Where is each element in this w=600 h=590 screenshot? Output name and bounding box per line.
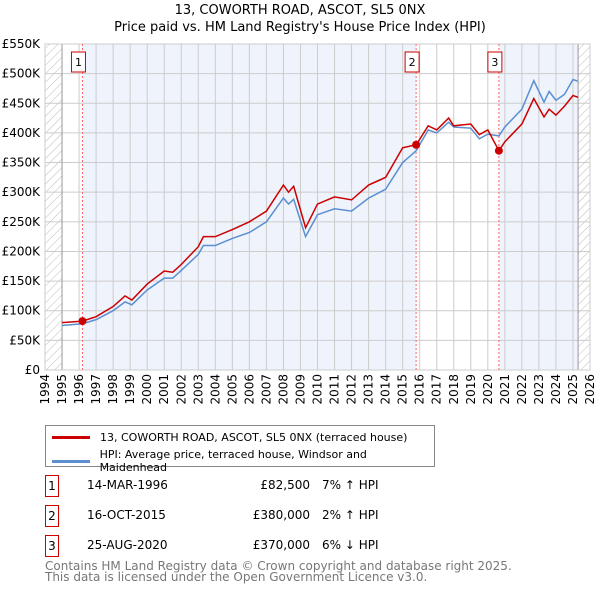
x-tick-label: 2007	[259, 374, 273, 405]
y-tick-label: £100K	[2, 304, 42, 318]
transaction-hpi-diff: 7% ↑ HPI	[322, 478, 379, 492]
transaction-date: 14-MAR-1996	[87, 478, 168, 492]
property-price-line	[61, 94, 579, 324]
x-tick-label: 1997	[89, 374, 103, 405]
transaction-number: 2	[45, 505, 59, 527]
y-tick-label: £250K	[2, 215, 42, 229]
x-tick-label: 2021	[498, 374, 512, 405]
x-tick-label: 2022	[515, 374, 529, 405]
footer-line: This data is licensed under the Open Gov…	[45, 570, 428, 584]
sale-label: 1	[75, 56, 82, 69]
hatched-region	[578, 44, 590, 370]
x-tick-label: 2017	[430, 374, 444, 405]
sale-label-box	[70, 51, 86, 73]
x-tick-label: 2000	[140, 374, 154, 405]
x-tick-label: 2020	[481, 374, 495, 405]
x-tick-label: 1999	[123, 374, 137, 405]
y-tick-label: £200K	[2, 244, 42, 258]
transaction-price: £370,000	[252, 538, 310, 552]
x-tick-label: 2015	[396, 374, 410, 405]
x-tick-label: 2018	[447, 374, 461, 405]
x-tick-label: 2016	[413, 374, 427, 405]
transaction-price: £82,500	[260, 478, 310, 492]
y-tick-label: £400K	[2, 126, 42, 140]
legend: 13, COWORTH ROAD, ASCOT, SL5 0NX (terrac…	[45, 425, 435, 474]
x-tick-label: 2002	[174, 374, 188, 405]
x-tick-label: 2004	[208, 374, 222, 405]
transaction-row: 3 25-AUG-2020 £370,000 6% ↓ HPI	[45, 535, 445, 557]
y-tick-label: £500K	[2, 67, 42, 81]
transaction-date: 25-AUG-2020	[87, 538, 168, 552]
x-tick-label: 1995	[55, 374, 69, 405]
legend-item-property: 13, COWORTH ROAD, ASCOT, SL5 0NX (terrac…	[52, 431, 407, 444]
transaction-date: 16-OCT-2015	[87, 508, 166, 522]
hpi-line	[61, 78, 579, 327]
x-tick-label: 2025	[566, 374, 580, 405]
footer: Contains HM Land Registry data © Crown c…	[45, 559, 512, 584]
transaction-hpi-diff: 2% ↑ HPI	[322, 508, 379, 522]
x-tick-label: 2024	[549, 374, 563, 405]
transaction-row: 2 16-OCT-2015 £380,000 2% ↑ HPI	[45, 505, 445, 527]
legend-label: HPI: Average price, terraced house, Wind…	[99, 448, 367, 474]
sale-label-box	[404, 51, 420, 73]
transaction-number: 3	[45, 535, 59, 557]
transaction-number: 1	[45, 475, 59, 497]
x-tick-label: 1994	[38, 374, 52, 405]
x-tick-label: 2009	[293, 374, 307, 405]
legend-label: 13, COWORTH ROAD, ASCOT, SL5 0NX (terrac…	[100, 431, 408, 444]
x-tick-label: 2013	[362, 374, 376, 405]
sale-label: 3	[491, 56, 498, 69]
x-tick-label: 2019	[464, 374, 478, 405]
chart-title: 13, COWORTH ROAD, ASCOT, SL5 0NX	[174, 3, 426, 18]
sale-point	[78, 317, 87, 326]
x-tick-label: 2014	[379, 374, 393, 405]
y-tick-label: £150K	[2, 274, 42, 288]
y-tick-label: £350K	[2, 156, 42, 170]
sale-point	[412, 140, 421, 149]
hatched-region	[45, 44, 63, 370]
y-tick-label: £550K	[2, 37, 42, 51]
x-tick-label: 2026	[583, 374, 597, 405]
legend-item-hpi: HPI: Average price, terraced house, Wind…	[52, 448, 434, 474]
y-tick-label: £50K	[9, 333, 41, 347]
x-tick-label: 2010	[311, 374, 325, 405]
x-tick-label: 1996	[72, 374, 86, 405]
x-tick-label: 2011	[328, 374, 342, 405]
legend-swatch-blue	[52, 459, 90, 463]
transaction-row: 1 14-MAR-1996 £82,500 7% ↑ HPI	[45, 475, 445, 497]
transaction-price: £380,000	[252, 508, 310, 522]
x-tick-label: 2023	[532, 374, 546, 405]
x-tick-label: 2008	[276, 374, 290, 405]
chart-subtitle: Price paid vs. HM Land Registry's House …	[114, 20, 486, 35]
x-tick-label: 1998	[106, 374, 120, 405]
sale-label-box	[487, 51, 503, 73]
plot-border	[44, 43, 591, 371]
legend-swatch-red	[52, 436, 90, 439]
transaction-hpi-diff: 6% ↓ HPI	[322, 538, 379, 552]
x-tick-label: 2012	[345, 374, 359, 405]
x-tick-label: 2006	[242, 374, 256, 405]
y-tick-label: £450K	[2, 96, 42, 110]
price-chart: £0 £50K £100K £150K £200K £250K £300K £350K £400…	[2, 37, 597, 405]
x-tick-label: 2001	[157, 374, 171, 405]
x-tick-label: 2003	[191, 374, 205, 405]
x-tick-label: 2005	[225, 374, 239, 405]
y-tick-label: £0	[25, 363, 40, 377]
sale-point	[494, 146, 503, 155]
y-tick-label: £300K	[2, 185, 42, 199]
footer-line: Contains HM Land Registry data © Crown c…	[45, 559, 512, 573]
sale-label: 2	[409, 56, 416, 69]
